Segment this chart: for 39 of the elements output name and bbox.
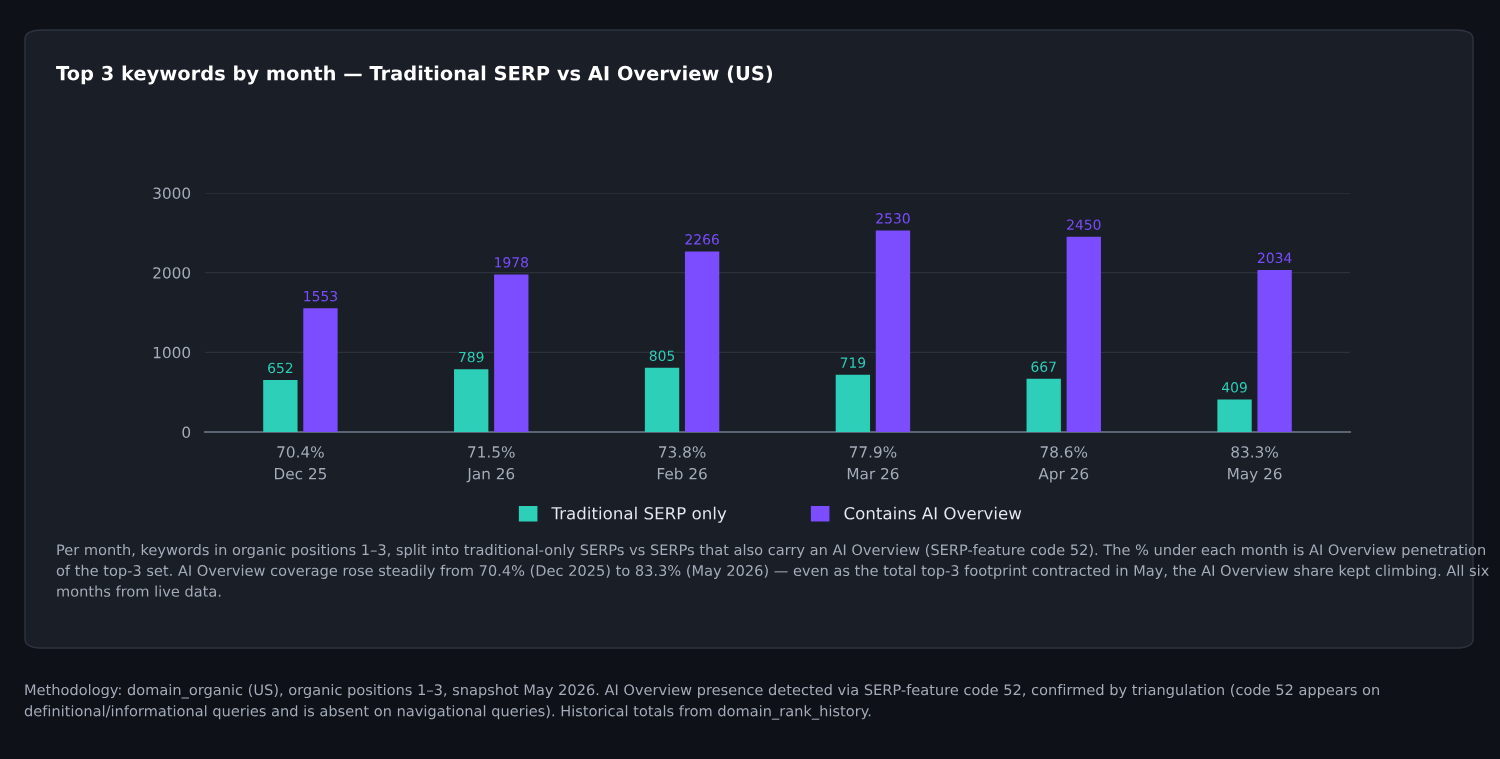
bar — [644, 367, 680, 432]
data-label: 2530 — [876, 213, 910, 224]
bar — [1257, 269, 1292, 432]
data-label: 2034 — [1257, 252, 1292, 264]
bar — [835, 374, 871, 432]
bar — [1217, 399, 1252, 432]
y-tick-label: 2000 — [153, 267, 191, 279]
bar — [875, 230, 911, 432]
data-label: 789 — [459, 351, 484, 363]
data-label: 1553 — [304, 290, 338, 302]
data-label: 2266 — [685, 234, 719, 245]
text: Per month, keywords in organic positions 1–3, split into traditional-only SERPs vs SERPs that also carry an AI Overview (SERP-feature code 52). The % under each month is AI Overview penetration of the top-3 set. AI Overview coverage rose steadily from 70.4% (Dec 2025) to 83.3% (May 2026) — even as the total top-3 footprint contracted in May, the AI Overview share kept climbing. All six months from live data. — [56, 544, 1489, 597]
data-label: 409 — [1221, 382, 1247, 393]
bar — [1026, 378, 1061, 432]
x-tick-label: 77.9% Mar 26 — [847, 446, 899, 480]
data-label: 667 — [1031, 361, 1056, 372]
x-tick-label: 83.3% May 26 — [1228, 446, 1282, 483]
y-tick-label: 1000 — [153, 346, 191, 359]
bar — [303, 308, 338, 432]
chart-title: Top 3 keywords by month — Traditional SERP vs AI Overview (US) — [56, 65, 773, 85]
data-label: 805 — [649, 350, 675, 362]
bar — [1066, 236, 1101, 432]
x-tick-label: 70.4% Dec 25 — [274, 446, 327, 480]
bar — [494, 274, 529, 432]
text: Methodology: domain_organic (US), organic positions 1–3, snapshot May 2026. AI Overview presence detected via SERP-feature code 52, confirmed by triangulation (code 52 appears on definitional/informational queries and is absent on navigational queries). Historical totals from domain_rank_history. — [24, 684, 1379, 720]
bar — [454, 369, 489, 432]
bar — [684, 251, 720, 432]
x-tick-label: 71.5% Jan 26 — [466, 446, 515, 483]
data-label: 719 — [840, 357, 866, 368]
data-label: 652 — [268, 362, 293, 374]
legend-label: Traditional SERP only — [551, 506, 727, 523]
legend-label: Contains AI Overview — [844, 506, 1022, 520]
x-tick-label: 73.8% Feb 26 — [657, 446, 707, 480]
y-tick-label: 3000 — [153, 187, 191, 200]
bar — [263, 380, 298, 432]
data-label: 1978 — [495, 257, 529, 268]
data-label: 2450 — [1067, 219, 1101, 230]
y-tick-label: 0 — [182, 426, 191, 439]
x-tick-label: 78.6% Apr 26 — [1038, 446, 1089, 483]
